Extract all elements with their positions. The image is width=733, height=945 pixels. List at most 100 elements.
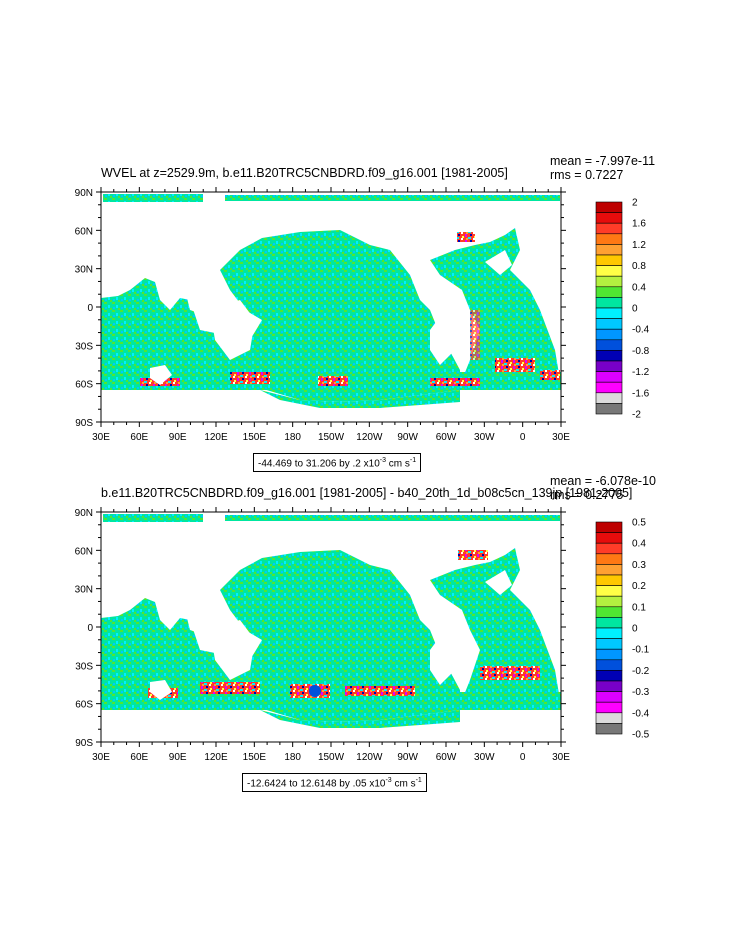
ocean-field xyxy=(101,192,561,422)
colorbar: 0.5 0.4 0.3 0.2 0.1 0 -0.1 -0.2 -0.3 -0.4 -0.5 xyxy=(595,518,650,741)
lon-label: 30E xyxy=(92,752,110,763)
lat-label: 30N xyxy=(75,265,93,276)
colorbar-swatch xyxy=(595,212,623,224)
colorbar-swatch xyxy=(595,648,623,661)
lon-label: 120E xyxy=(204,432,228,443)
panel-title: WVEL at z=2529.9m, b.e11.B20TRC5CNBDRD.f… xyxy=(101,166,508,180)
lat-label: 90N xyxy=(75,188,93,199)
colorbar-swatch xyxy=(595,222,623,235)
colorbar-swatch xyxy=(595,265,623,277)
lon-label: 120W xyxy=(356,432,383,443)
colorbar-swatch xyxy=(595,360,623,372)
lat-label: 90N xyxy=(75,508,93,519)
contour-range-exponent: -3 xyxy=(379,457,386,464)
colorbar-swatch xyxy=(595,574,623,586)
lon-label: 30E xyxy=(552,432,570,443)
colorbar-label: -0.1 xyxy=(632,645,650,656)
colorbar-swatch xyxy=(595,638,623,650)
colorbar-swatch xyxy=(595,403,623,415)
colorbar-swatch xyxy=(595,201,623,213)
colorbar-swatch xyxy=(595,297,623,309)
colorbar-label: 0 xyxy=(632,304,638,315)
colorbar-label: 0.1 xyxy=(632,602,646,613)
lon-label: 90W xyxy=(397,752,418,763)
lon-label: 60W xyxy=(436,432,457,443)
lon-label: 150E xyxy=(243,752,267,763)
colorbar-swatch xyxy=(595,254,623,266)
contour-range-box: -12.6424 to 12.6148 by .05 x10-3 cm s-1 xyxy=(242,773,427,793)
lon-label: 90W xyxy=(397,432,418,443)
lat-label: 0 xyxy=(87,623,93,634)
map-panel-bottom: b.e11.B20TRC5CNBDRD.f09_g16.001 [1981-20… xyxy=(0,470,733,800)
lon-label: 180 xyxy=(284,752,301,763)
colorbar-label: 0 xyxy=(632,624,638,635)
lon-label: 30E xyxy=(552,752,570,763)
lon-label: 0 xyxy=(520,432,526,443)
colorbar-swatch xyxy=(595,701,623,714)
colorbar-label: 0.5 xyxy=(632,518,646,529)
colorbar-swatch xyxy=(595,712,623,724)
lat-label: 60S xyxy=(75,380,93,391)
lon-label: 120W xyxy=(356,752,383,763)
colorbar-label: 2 xyxy=(632,198,638,209)
lon-label: 150W xyxy=(318,432,345,443)
colorbar-swatch xyxy=(595,606,623,618)
colorbar-swatch xyxy=(595,307,623,319)
colorbar-swatch xyxy=(595,244,623,256)
mean-label: mean = -6.078e-10 xyxy=(550,474,656,488)
colorbar-swatch xyxy=(595,553,623,565)
lat-label: 30S xyxy=(75,341,93,352)
lon-label: 30W xyxy=(474,432,495,443)
colorbar-swatch xyxy=(595,723,623,735)
contour-range-text: -44.469 to 31.206 by .2 x10 xyxy=(258,458,380,470)
lon-label: 90E xyxy=(169,432,187,443)
colorbar-swatch xyxy=(595,627,623,639)
map-axes: 90N 60N 30N 0 30S 60S 90S 30E 60E 90E 120E 150E 180 1… xyxy=(75,507,570,763)
colorbar-swatch xyxy=(595,564,623,576)
lat-label: 60N xyxy=(75,226,93,237)
colorbar-swatch xyxy=(595,350,623,362)
map-panel-top: WVEL at z=2529.9m, b.e11.B20TRC5CNBDRD.f… xyxy=(0,150,733,480)
lat-label: 90S xyxy=(75,418,93,429)
lon-label: 150W xyxy=(318,752,345,763)
colorbar-swatch xyxy=(595,595,623,608)
colorbar-label: -0.5 xyxy=(632,730,650,741)
lon-label: 0 xyxy=(520,752,526,763)
panel-title: b.e11.B20TRC5CNBDRD.f09_g16.001 [1981-20… xyxy=(101,486,633,500)
lat-label: 60N xyxy=(75,546,93,557)
mean-label: mean = -7.997e-11 xyxy=(550,154,656,168)
lon-label: 150E xyxy=(243,432,267,443)
lon-label: 60W xyxy=(436,752,457,763)
lon-label: 120E xyxy=(204,752,228,763)
lon-label: 30E xyxy=(92,432,110,443)
lat-label: 60S xyxy=(75,700,93,711)
rms-label: rms = 0.2775 xyxy=(550,488,624,502)
colorbar-label: 0.3 xyxy=(632,560,646,571)
lat-label: 0 xyxy=(87,303,93,314)
colorbar-label: 0.4 xyxy=(632,539,646,550)
colorbar-swatch xyxy=(595,392,623,404)
colorbar-swatch xyxy=(595,381,623,394)
contour-range-text: -12.6424 to 12.6148 by .05 x10 xyxy=(247,778,386,790)
contour-units: cm s xyxy=(391,778,416,790)
colorbar-label: -0.2 xyxy=(632,666,650,677)
colorbar-swatch xyxy=(595,233,623,245)
lat-label: 30N xyxy=(75,585,93,596)
colorbar-label: -0.4 xyxy=(632,325,650,336)
lon-label: 90E xyxy=(169,752,187,763)
colorbar-label: -1.6 xyxy=(632,388,650,399)
lon-label: 30W xyxy=(474,752,495,763)
colorbar-swatch xyxy=(595,371,623,383)
colorbar-label: -1.2 xyxy=(632,367,650,378)
colorbar-swatch xyxy=(595,680,623,692)
lon-label: 180 xyxy=(284,432,301,443)
colorbar-label: -0.3 xyxy=(632,687,650,698)
ocean-field xyxy=(101,512,561,742)
colorbar-swatch xyxy=(595,617,623,629)
colorbar-swatch xyxy=(595,691,623,703)
lat-label: 30S xyxy=(75,661,93,672)
contour-units: cm s xyxy=(386,458,410,470)
lon-label: 60E xyxy=(130,432,148,443)
colorbar-swatch xyxy=(595,542,623,555)
contour-units-exponent: -1 xyxy=(409,457,417,464)
